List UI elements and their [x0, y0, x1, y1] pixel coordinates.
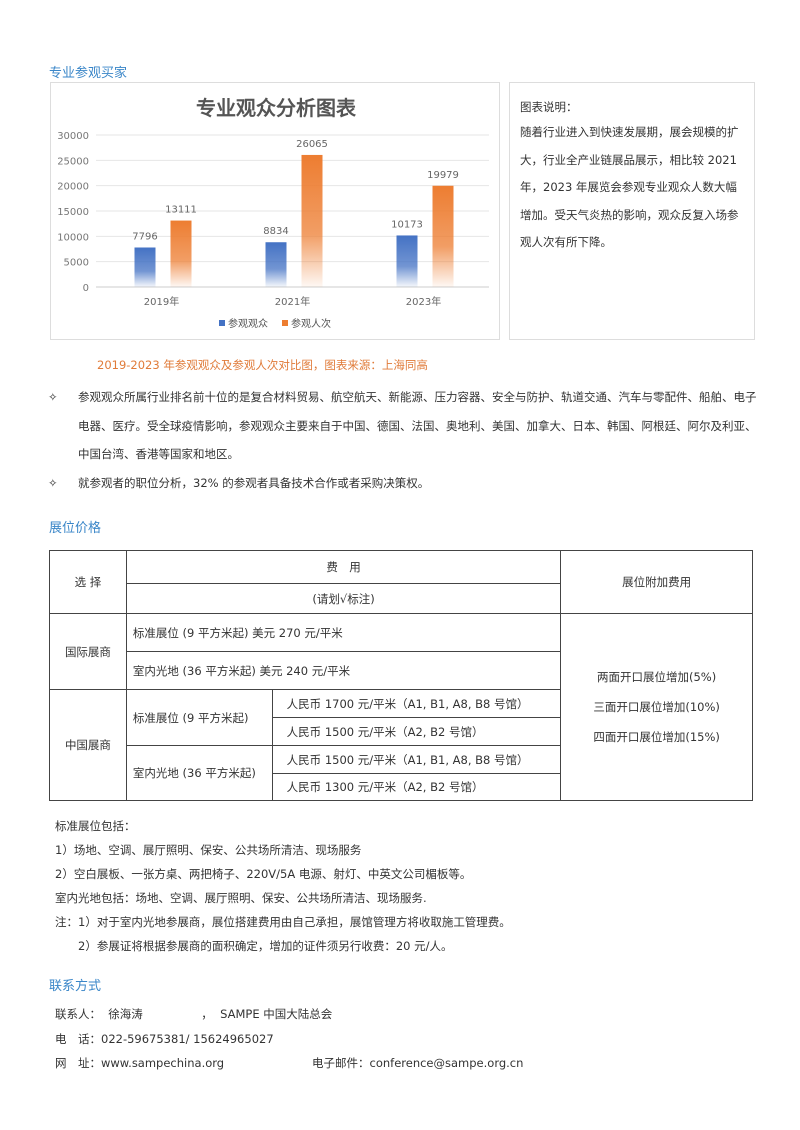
- legend-label: 参观观众: [228, 317, 268, 330]
- data-label: 7796: [132, 232, 157, 243]
- y-tick-label: 5000: [64, 258, 89, 269]
- header-mark: (请划√标注): [125, 583, 562, 614]
- data-label: 26065: [296, 139, 328, 150]
- bullet-text: 就参观者的职位分析，32% 的参观者具备技术合作或者采购决策权。: [78, 476, 430, 490]
- bar-visitors: [265, 242, 287, 287]
- cn-raw-option[interactable]: 人民币 1500 元/平米（A1, B1, A8, B8 号馆）: [271, 745, 562, 774]
- diamond-bullet-icon: ✧: [48, 476, 58, 490]
- extra-fee-item: 三面开口展位增加(10%): [593, 700, 720, 714]
- cn-exhibitor: 中国展商: [49, 689, 127, 801]
- data-label: 13111: [165, 205, 197, 216]
- y-tick-label: 10000: [57, 232, 89, 243]
- contact-person: 联系人： 徐海涛 ， SAMPE 中国大陆总会: [55, 1007, 333, 1021]
- header-select: 选 择: [49, 550, 127, 614]
- data-label: 8834: [263, 226, 288, 237]
- header-fee: 费 用: [125, 550, 562, 584]
- section-title-pricing: 展位价格: [49, 521, 102, 536]
- bullet-item: ✧ 参观观众所属行业排名前十位的是复合材料贸易、航空航天、新能源、压力容器、安全…: [48, 383, 758, 469]
- y-tick-label: 30000: [57, 131, 89, 142]
- pricing-table: 选 择 费 用 展位附加费用 (请划√标注) 国际展商 标准展位 (9 平方米起…: [49, 550, 753, 801]
- cn-standard-option[interactable]: 人民币 1700 元/平米（A1, B1, A8, B8 号馆）: [271, 689, 562, 718]
- bullet-text: 参观观众所属行业排名前十位的是复合材料贸易、航空航天、新能源、压力容器、安全与防…: [78, 390, 757, 461]
- intl-raw-option[interactable]: 室内光地 (36 平方米起) 美元 240 元/平米: [125, 651, 562, 690]
- chart-description: 图表说明： 随着行业进入到快速发展期，展会规模的扩大，行业全产业链展品展示，相比…: [509, 82, 755, 340]
- note-line: 1）场地、空调、展厅照明、保安、公共场所清洁、现场服务: [55, 843, 362, 857]
- note-line: 2）空白展板、一张方桌、两把椅子、220V/5A 电源、射灯、中英文公司楣板等。: [55, 867, 472, 881]
- note-line: 注：1）对于室内光地参展商，展位搭建费用由自己承担，展馆管理方将收取施工管理费。: [55, 915, 511, 929]
- bullet-item: ✧ 就参观者的职位分析，32% 的参观者具备技术合作或者采购决策权。: [48, 469, 758, 498]
- legend-label: 参观人次: [291, 317, 331, 330]
- y-tick-label: 25000: [57, 156, 89, 167]
- section-title-contact: 联系方式: [49, 979, 102, 994]
- legend-swatch: [219, 320, 225, 326]
- description-text: 随着行业进入到快速发展期，展会规模的扩大，行业全产业链展品展示，相比较 2021…: [520, 125, 739, 249]
- bar-visits: [301, 154, 323, 287]
- section-title-buyers: 专业参观买家: [49, 66, 128, 81]
- intl-standard-option[interactable]: 标准展位 (9 平方米起) 美元 270 元/平米: [125, 613, 562, 652]
- cn-standard-option[interactable]: 人民币 1500 元/平米（A2, B2 号馆）: [271, 717, 562, 746]
- extra-fee-item: 四面开口展位增加(15%): [593, 730, 720, 744]
- note-line: 室内光地包括：场地、空调、展厅照明、保安、公共场所清洁、现场服务.: [55, 891, 427, 905]
- legend-swatch: [282, 320, 288, 326]
- contact-email[interactable]: 电子邮件：conference@sampe.org.cn: [312, 1056, 524, 1070]
- data-label: 10173: [391, 219, 423, 230]
- intl-exhibitor: 国际展商: [49, 613, 127, 690]
- x-tick-label: 2023年: [406, 295, 441, 308]
- chart-caption: 2019-2023 年参观观众及参观人次对比图，图表来源：上海同高: [97, 358, 428, 372]
- x-tick-label: 2019年: [144, 295, 179, 308]
- diamond-bullet-icon: ✧: [48, 390, 58, 404]
- y-tick-label: 15000: [57, 207, 89, 218]
- cn-raw: 室内光地 (36 平方米起): [125, 745, 273, 801]
- extra-fees: 两面开口展位增加(5%) 三面开口展位增加(10%) 四面开口展位增加(15%): [560, 613, 753, 801]
- y-tick-label: 20000: [57, 182, 89, 193]
- bar-visitors: [134, 247, 156, 287]
- bar-visitors: [396, 235, 418, 287]
- note-line: 标准展位包括：: [55, 819, 136, 833]
- y-tick-label: 0: [83, 283, 89, 294]
- data-label: 19979: [427, 170, 459, 181]
- note-line: 2）参展证将根据参展商的面积确定，增加的证件须另行收费：20 元/人。: [78, 939, 453, 953]
- header-extra: 展位附加费用: [560, 550, 753, 614]
- visitor-chart: 专业观众分析图表 0 5000 10000 15000 20000 25000 30000 20…: [50, 82, 500, 340]
- bar-visits: [170, 220, 192, 287]
- extra-fee-item: 两面开口展位增加(5%): [597, 670, 717, 684]
- bar-visits: [432, 185, 454, 287]
- cn-standard: 标准展位 (9 平方米起): [125, 689, 273, 746]
- contact-phone: 电 话：022-59675381/ 15624965027: [55, 1032, 274, 1046]
- chart-svg: 专业观众分析图表 0 5000 10000 15000 20000 25000 30000 20…: [57, 96, 489, 330]
- description-title: 图表说明：: [520, 100, 578, 114]
- x-tick-label: 2021年: [275, 295, 310, 308]
- cn-raw-option[interactable]: 人民币 1300 元/平米（A2, B2 号馆）: [271, 773, 562, 801]
- chart-title: 专业观众分析图表: [196, 96, 357, 120]
- contact-website[interactable]: 网 址：www.sampechina.org: [55, 1056, 225, 1070]
